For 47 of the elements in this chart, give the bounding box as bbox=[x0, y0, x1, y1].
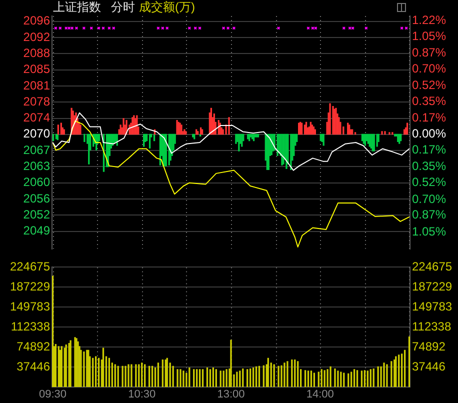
chart-title: 上证指数 bbox=[53, 0, 101, 14]
y2-tick-label: 0.35% bbox=[412, 159, 446, 174]
y-tick-label: 2085 bbox=[23, 62, 50, 76]
y2-tick-label: 0.00% bbox=[412, 126, 446, 141]
y-tick-label: 112338 bbox=[10, 319, 50, 334]
y2-tick-label: 187229 bbox=[412, 279, 452, 294]
y-tick-label: 2056 bbox=[23, 191, 50, 206]
y-tick-label: 2049 bbox=[23, 224, 50, 238]
y-tick-label: 2088 bbox=[23, 46, 50, 60]
x-tick-label: 10:30 bbox=[128, 388, 156, 401]
y2-tick-label: 0.52% bbox=[412, 174, 446, 189]
y-tick-label: 2063 bbox=[23, 159, 50, 174]
y2-tick-label: 149783 bbox=[412, 299, 452, 314]
y-tick-label: 2081 bbox=[23, 78, 50, 92]
y2-tick-label: 0.70% bbox=[412, 61, 446, 76]
y2-tick-label: 1.22% bbox=[412, 12, 446, 27]
y2-tick-label: 0.87% bbox=[412, 46, 446, 60]
y2-tick-label: 74892 bbox=[412, 339, 446, 354]
y-tick-label: 74892 bbox=[16, 339, 50, 354]
y2-tick-label: 1.05% bbox=[412, 28, 446, 43]
y2-tick-label: 0.70% bbox=[412, 192, 446, 206]
x-tick-label: 14:00 bbox=[306, 388, 334, 401]
y-tick-label: 2074 bbox=[23, 110, 50, 125]
x-tick-label: 09:30 bbox=[38, 388, 67, 401]
x-tick-label: 13:00 bbox=[217, 388, 245, 401]
y-tick-label: 224675 bbox=[10, 260, 50, 274]
chart-subtitle: 分时 bbox=[111, 0, 135, 14]
y2-tick-label: 0.17% bbox=[412, 142, 446, 156]
y2-tick-label: 112338 bbox=[412, 319, 452, 334]
y2-tick-label: 0.35% bbox=[412, 94, 446, 108]
y2-tick-label: 37446 bbox=[412, 359, 446, 374]
y2-tick-label: 224675 bbox=[412, 260, 452, 274]
y2-tick-label: 1.05% bbox=[412, 224, 446, 238]
y-tick-label: 2060 bbox=[23, 175, 50, 190]
y-tick-label: 2092 bbox=[23, 30, 50, 44]
y-tick-label: 2067 bbox=[23, 142, 50, 157]
y-tick-label: 2096 bbox=[23, 14, 50, 28]
y-tick-label: 2052 bbox=[23, 207, 50, 222]
text: 成交额(万) bbox=[139, 0, 195, 14]
y-tick-label: 37446 bbox=[16, 359, 50, 374]
y2-tick-label: 0.17% bbox=[412, 110, 446, 125]
y-tick-label: 2070 bbox=[23, 126, 50, 141]
y2-tick-label: 0.87% bbox=[412, 208, 446, 222]
y-tick-label: 187229 bbox=[10, 279, 50, 294]
y2-tick-label: 0.52% bbox=[412, 78, 446, 92]
y-tick-label: 149783 bbox=[10, 299, 50, 314]
y-tick-label: 2078 bbox=[23, 94, 50, 108]
